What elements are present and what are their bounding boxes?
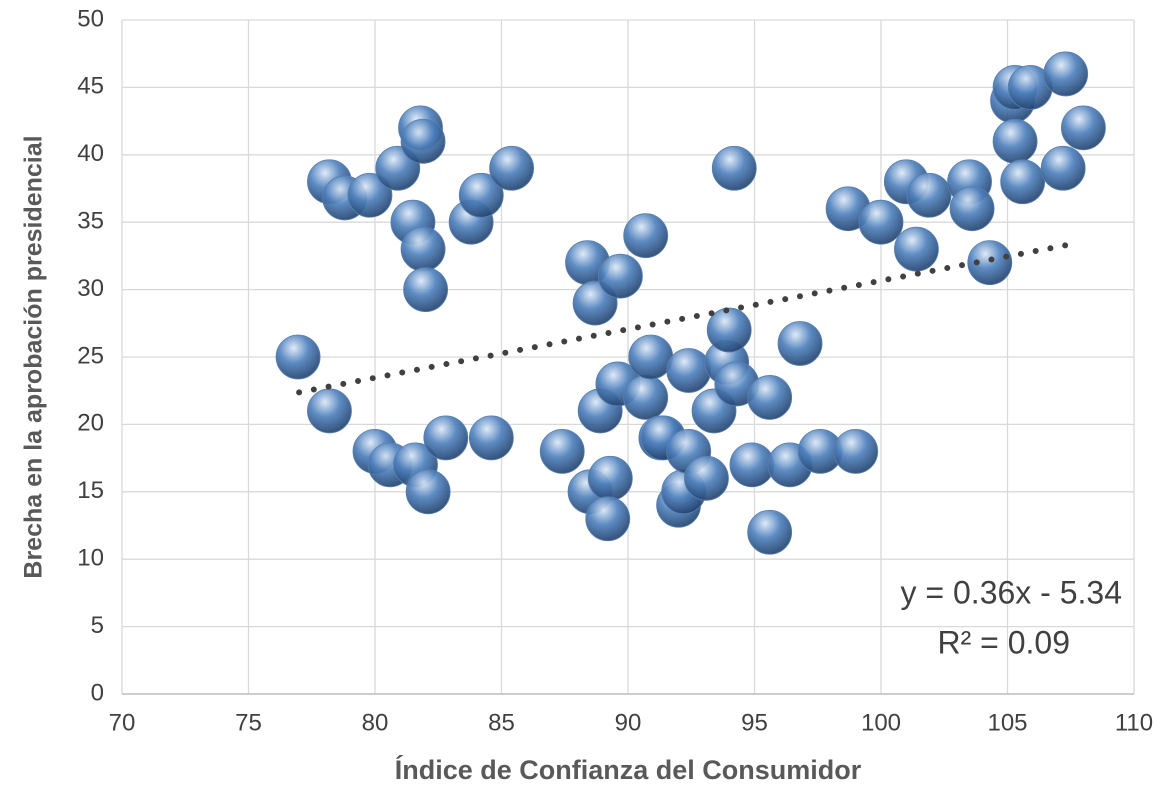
point — [967, 240, 1013, 286]
y-tick-label: 40 — [77, 140, 104, 167]
point — [1061, 105, 1106, 151]
point — [729, 442, 775, 488]
point — [747, 375, 793, 420]
y-tick-label: 30 — [77, 275, 104, 302]
x-tick-label: 110 — [1115, 709, 1153, 736]
y-tick-label: 20 — [77, 410, 104, 437]
y-tick-label: 0 — [91, 679, 104, 706]
x-tick-label: 100 — [861, 709, 901, 736]
point — [949, 186, 995, 232]
x-tick-label: 85 — [488, 709, 515, 736]
point — [275, 334, 321, 380]
y-tick-label: 5 — [91, 612, 104, 639]
point — [587, 455, 633, 501]
x-tick-label: 90 — [615, 709, 642, 736]
y-tick-label: 25 — [77, 342, 104, 369]
point — [628, 334, 674, 380]
point — [423, 415, 469, 461]
point — [992, 118, 1038, 164]
point — [458, 172, 504, 218]
y-tick-label: 15 — [77, 477, 104, 504]
point — [598, 253, 643, 299]
point — [468, 415, 514, 461]
point — [1043, 51, 1089, 97]
point — [347, 172, 393, 218]
point — [623, 213, 669, 259]
y-tick-label: 35 — [77, 208, 104, 235]
point — [489, 145, 535, 191]
point — [894, 226, 939, 272]
y-tick-label: 45 — [77, 73, 104, 100]
trend-r-squared: R² = 0.09 — [937, 624, 1070, 660]
point — [706, 307, 752, 353]
y-tick-label: 10 — [77, 545, 104, 572]
x-axis-label: Índice de Confianza del Consumidor — [395, 754, 862, 785]
point — [403, 267, 449, 313]
point — [858, 199, 904, 245]
point — [307, 388, 352, 434]
point — [400, 226, 446, 272]
point — [684, 455, 729, 501]
y-axis-label: Brecha en la aprobación presidencial — [20, 135, 48, 578]
point — [623, 375, 669, 420]
point — [400, 118, 446, 164]
point — [833, 428, 879, 474]
x-tick-label: 105 — [987, 709, 1027, 736]
x-tick-label: 70 — [109, 709, 136, 736]
x-tick-label: 95 — [741, 709, 768, 736]
trend-equation: y = 0.36x - 5.34 — [901, 574, 1122, 610]
x-tick-label: 80 — [362, 709, 389, 736]
point — [1040, 145, 1086, 191]
point — [777, 321, 823, 366]
point — [906, 172, 952, 218]
point — [539, 428, 585, 474]
y-tick-label: 50 — [77, 5, 104, 32]
point — [1000, 159, 1046, 205]
point — [711, 145, 757, 191]
trendline — [296, 241, 1072, 396]
x-tick-label: 75 — [235, 709, 262, 736]
point — [585, 496, 631, 542]
point — [747, 509, 793, 555]
point — [666, 348, 712, 393]
point — [405, 469, 451, 515]
